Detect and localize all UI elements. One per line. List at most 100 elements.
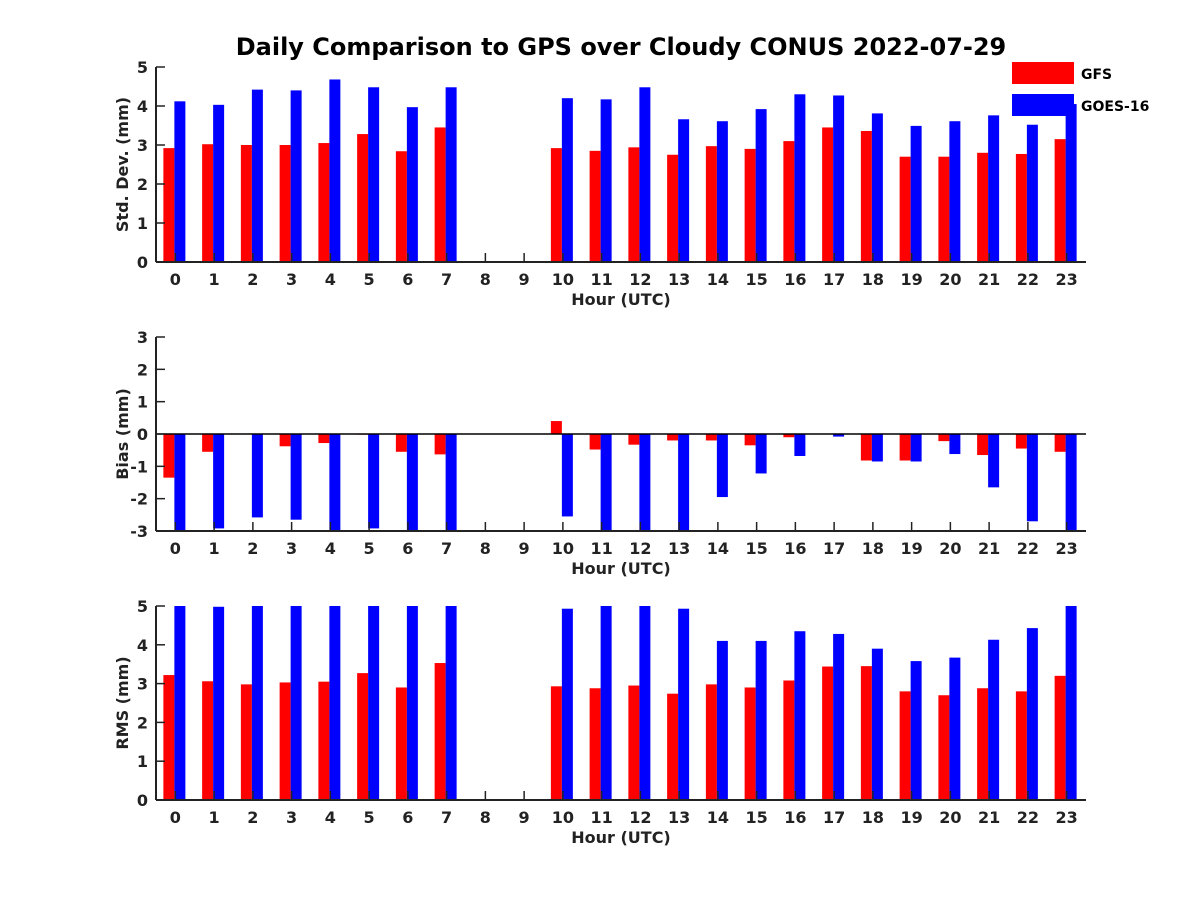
bar-gfs-16 — [783, 141, 795, 262]
bar-goes16-7 — [445, 434, 457, 531]
bar-gfs-4 — [318, 681, 330, 800]
bar-gfs-15 — [744, 687, 756, 800]
bar-goes16-2 — [251, 606, 263, 800]
y-axis-label: RMS (mm) — [113, 656, 132, 749]
bar-goes16-5 — [368, 87, 380, 262]
x-tick-label: 12 — [629, 270, 651, 289]
bar-goes16-22 — [1026, 434, 1038, 522]
x-tick-label: 16 — [784, 808, 806, 827]
x-tick-label: 13 — [668, 808, 690, 827]
bar-gfs-16 — [783, 680, 795, 800]
x-tick-label: 14 — [707, 808, 729, 827]
x-tick-label: 19 — [900, 270, 922, 289]
x-tick-label: 20 — [939, 808, 961, 827]
bar-goes16-22 — [1026, 124, 1038, 262]
bar-gfs-3 — [279, 682, 291, 800]
bar-goes16-7 — [445, 87, 457, 262]
x-tick-label: 12 — [629, 808, 651, 827]
x-tick-label: 16 — [784, 539, 806, 558]
x-tick-label: 21 — [978, 270, 1000, 289]
y-tick-label: 4 — [137, 97, 148, 116]
bar-goes16-6 — [406, 107, 418, 262]
bar-gfs-14 — [705, 434, 717, 441]
bar-goes16-12 — [639, 606, 651, 800]
y-tick-label: 2 — [137, 175, 148, 194]
x-tick-label: 19 — [900, 808, 922, 827]
x-tick-label: 5 — [364, 539, 375, 558]
bar-gfs-7 — [434, 127, 446, 262]
bars — [163, 606, 1077, 800]
x-tick-label: 23 — [1055, 808, 1077, 827]
bar-gfs-14 — [705, 684, 717, 800]
x-tick-label: 9 — [519, 539, 530, 558]
bar-goes16-21 — [988, 434, 1000, 488]
bar-goes16-0 — [174, 434, 186, 531]
bar-goes16-13 — [678, 434, 690, 531]
bar-gfs-4 — [318, 143, 330, 262]
bar-gfs-10 — [550, 686, 562, 800]
bar-gfs-1 — [202, 434, 214, 452]
bar-goes16-22 — [1026, 628, 1038, 800]
bar-gfs-2 — [240, 684, 252, 800]
bar-gfs-23 — [1054, 434, 1066, 452]
bar-goes16-20 — [949, 434, 961, 455]
bar-goes16-16 — [794, 434, 806, 456]
y-tick-label: 0 — [137, 791, 148, 810]
x-tick-label: 11 — [590, 270, 612, 289]
bar-gfs-22 — [1015, 691, 1027, 800]
x-tick-label: 11 — [590, 808, 612, 827]
bar-goes16-18 — [871, 648, 883, 800]
bar-goes16-10 — [561, 434, 573, 517]
bar-gfs-12 — [628, 434, 640, 445]
bar-goes16-23 — [1065, 606, 1077, 800]
x-tick-label: 7 — [441, 808, 452, 827]
y-tick-label: 3 — [137, 675, 148, 694]
x-tick-label: 21 — [978, 808, 1000, 827]
bar-goes16-1 — [213, 606, 225, 800]
chart-title: Daily Comparison to GPS over Cloudy CONU… — [236, 33, 1007, 61]
bar-goes16-3 — [290, 90, 302, 263]
bar-goes16-4 — [329, 606, 341, 800]
bar-goes16-15 — [755, 434, 767, 474]
x-tick-label: 20 — [939, 270, 961, 289]
x-tick-label: 2 — [247, 808, 258, 827]
x-tick-label: 11 — [590, 539, 612, 558]
bar-goes16-19 — [910, 125, 922, 262]
bar-goes16-3 — [290, 606, 302, 800]
x-axis-label: Hour (UTC) — [571, 828, 671, 847]
bar-gfs-4 — [318, 434, 330, 444]
x-tick-label: 22 — [1017, 539, 1039, 558]
bar-gfs-10 — [550, 148, 562, 262]
bar-gfs-11 — [589, 434, 601, 450]
bar-gfs-11 — [589, 150, 601, 262]
x-tick-label: 18 — [862, 539, 884, 558]
x-tick-label: 3 — [286, 539, 297, 558]
y-tick-label: 1 — [137, 752, 148, 771]
x-tick-label: 1 — [209, 270, 220, 289]
x-tick-label: 1 — [209, 808, 220, 827]
bar-goes16-10 — [561, 608, 573, 800]
y-tick-label: -2 — [130, 490, 148, 509]
x-tick-label: 14 — [707, 539, 729, 558]
bar-gfs-12 — [628, 147, 640, 262]
bar-goes16-11 — [600, 606, 612, 800]
bar-gfs-17 — [822, 666, 834, 800]
bar-goes16-18 — [871, 434, 883, 462]
bar-gfs-21 — [977, 434, 989, 456]
bar-goes16-0 — [174, 606, 186, 800]
bar-goes16-6 — [406, 434, 418, 531]
bar-gfs-20 — [938, 156, 950, 262]
x-tick-label: 7 — [441, 270, 452, 289]
x-tick-label: 18 — [862, 808, 884, 827]
x-tick-label: 15 — [745, 539, 767, 558]
y-tick-label: 5 — [137, 58, 148, 77]
x-tick-label: 14 — [707, 270, 729, 289]
y-tick-label: 4 — [137, 636, 148, 655]
bar-gfs-19 — [899, 691, 911, 800]
bar-gfs-13 — [667, 154, 679, 262]
bar-goes16-12 — [639, 87, 651, 262]
bar-goes16-20 — [949, 657, 961, 800]
x-tick-label: 16 — [784, 270, 806, 289]
